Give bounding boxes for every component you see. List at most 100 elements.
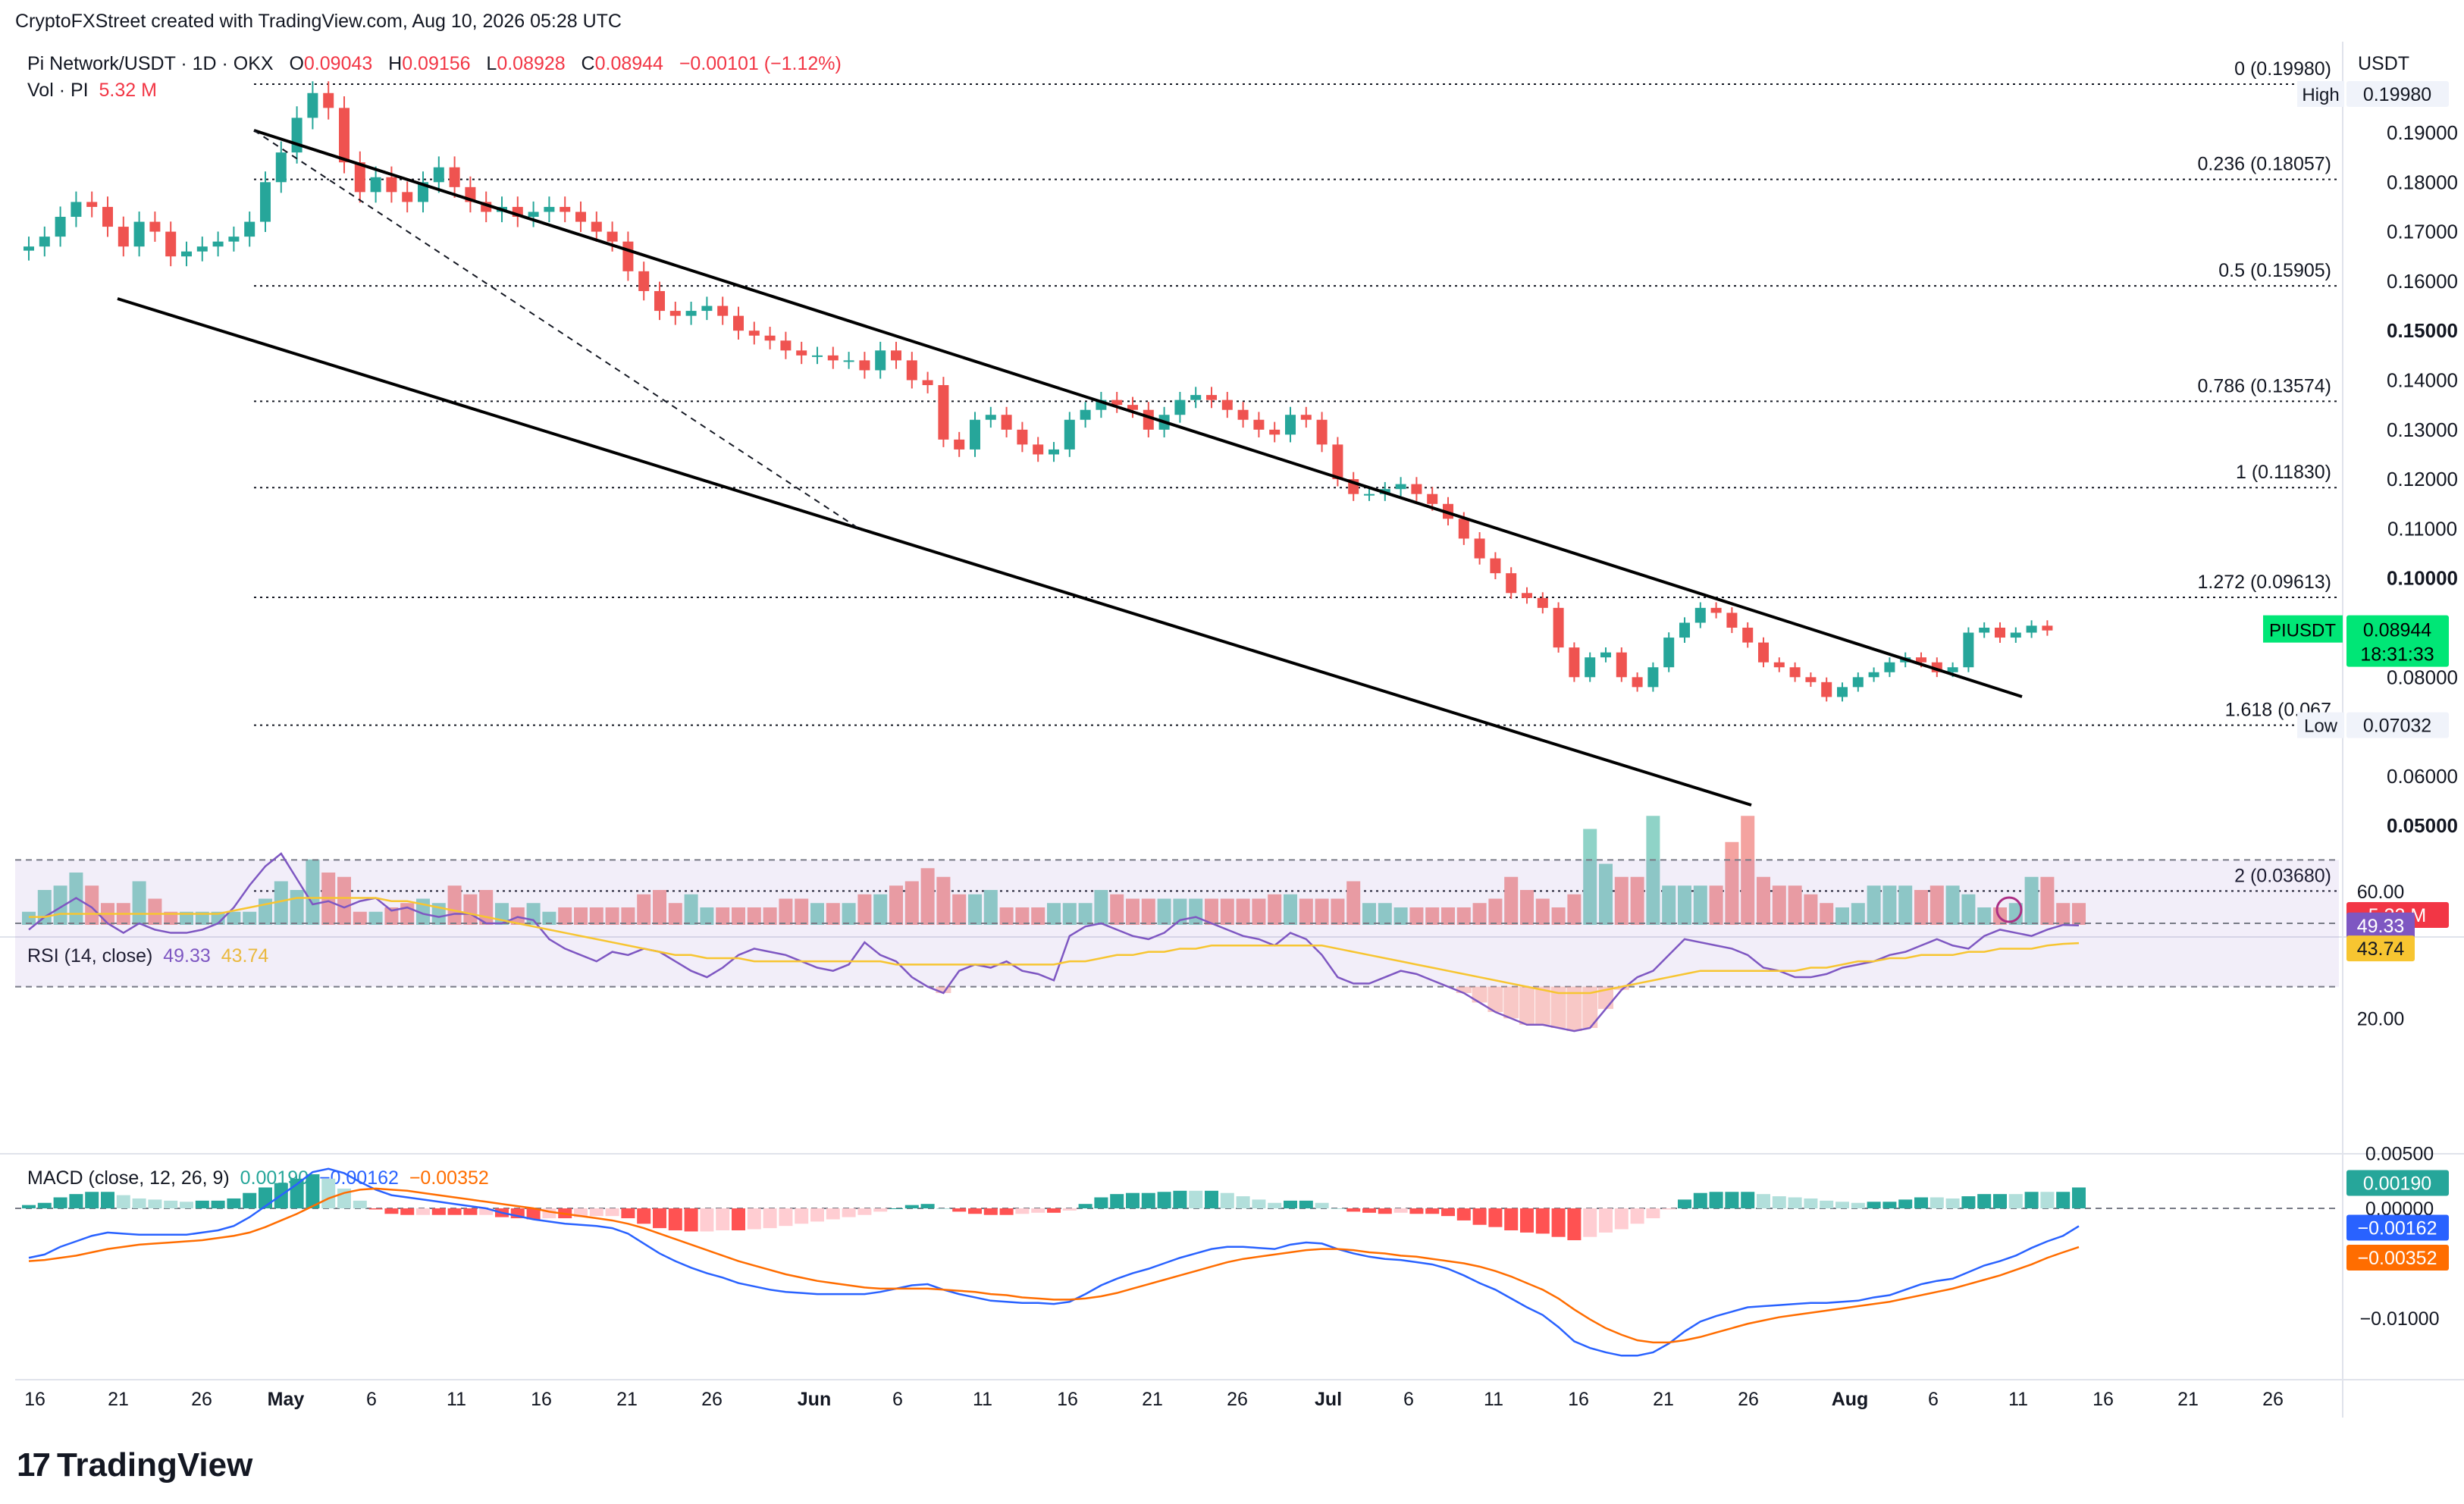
- currency-label[interactable]: USDT: [2358, 53, 2410, 74]
- candle-body: [1868, 672, 1879, 678]
- open-label: O: [289, 53, 304, 74]
- volume-bar: [1110, 894, 1124, 925]
- rsi-legend: RSI (14, close) 49.33 43.74: [27, 945, 268, 967]
- volume-bar: [1220, 898, 1234, 925]
- macd-histogram-bar: [826, 1208, 840, 1220]
- macd-histogram-bar: [353, 1200, 367, 1208]
- rsi-title[interactable]: RSI (14, close): [27, 945, 153, 967]
- rsi-ma-value: 43.74: [221, 945, 269, 967]
- macd-histogram-bar: [53, 1197, 67, 1208]
- rsi-tick-label: 60.00: [2357, 882, 2405, 903]
- macd-histogram-bar: [1535, 1208, 1550, 1234]
- candle-body: [906, 360, 917, 381]
- rsi-value: 49.33: [163, 945, 211, 967]
- time-tick-label: 21: [2177, 1389, 2199, 1410]
- macd-histogram-bar: [605, 1208, 619, 1217]
- macd-histogram-bar: [22, 1205, 36, 1208]
- macd-histogram-bar: [148, 1199, 162, 1208]
- candle-body: [1049, 449, 1059, 455]
- price-tick-label: 0.08000: [2387, 666, 2458, 688]
- tradingview-brand: 17 TradingView: [17, 1446, 252, 1484]
- candle-body: [433, 167, 444, 183]
- macd-histogram-bar: [1646, 1208, 1660, 1219]
- candle-body: [181, 251, 192, 257]
- price-chart[interactable]: 0.19000 0.18000 0.17000 0.16000 0.15000 0.140…: [0, 0, 2464, 1440]
- macd-histogram-bar: [1882, 1202, 1897, 1208]
- candle-body: [39, 237, 50, 247]
- candle-body: [118, 227, 129, 247]
- volume-bar: [1835, 907, 1849, 925]
- low-tag-bg: [2346, 712, 2449, 738]
- macd-histogram-bar: [195, 1200, 209, 1208]
- candle-body: [1569, 647, 1580, 678]
- volume-bar: [1331, 898, 1345, 925]
- macd-histogram-bar: [1236, 1196, 1250, 1208]
- candle-body: [1221, 400, 1233, 410]
- volume-bar: [968, 894, 982, 925]
- volume-bar: [148, 898, 162, 925]
- time-tick-label: 16: [24, 1389, 45, 1410]
- volume-bar: [337, 876, 351, 925]
- countdown-value: 18:31:33: [2360, 644, 2434, 666]
- macd-histogram-bar: [2072, 1187, 2086, 1208]
- volume-bar: [306, 859, 320, 925]
- candle-body: [575, 212, 586, 222]
- candle-body: [875, 350, 886, 371]
- volume-bar: [1898, 885, 1913, 925]
- volume-bar: [1015, 907, 1030, 925]
- candle-body: [1364, 494, 1375, 496]
- candle-body: [1001, 415, 1012, 430]
- candle-body: [1553, 607, 1564, 648]
- volume-bar: [1961, 894, 1976, 925]
- macd-signal-line: [28, 1187, 2080, 1344]
- candle-body: [669, 311, 681, 316]
- time-tick-label: 26: [1227, 1389, 1248, 1410]
- candle-body: [622, 241, 634, 271]
- macd-tag-bg: [2346, 1245, 2449, 1271]
- candle-body: [938, 385, 949, 440]
- volume-bar: [1456, 907, 1471, 925]
- macd-histogram-bar: [1252, 1199, 1266, 1208]
- candle-body: [1710, 607, 1722, 613]
- macd-histogram-bar: [463, 1208, 478, 1215]
- macd-title[interactable]: MACD (close, 12, 26, 9): [27, 1167, 230, 1189]
- time-tick-label: May: [268, 1389, 305, 1410]
- candle-body: [2042, 625, 2053, 631]
- change-value: −0.00101 (−1.12%): [679, 53, 842, 74]
- macd-histogram-bar: [1268, 1202, 1282, 1208]
- macd-histogram-bar: [1331, 1208, 1345, 1209]
- price-tick-label: 0.06000: [2387, 765, 2458, 788]
- macd-histogram-bar: [684, 1208, 698, 1232]
- candle-body: [212, 241, 224, 247]
- macd-histogram-bar: [1678, 1199, 1691, 1208]
- candle-body: [843, 360, 854, 362]
- time-tick-label: 11: [2008, 1389, 2028, 1410]
- time-tick-label: 21: [616, 1389, 638, 1410]
- symbol-title[interactable]: Pi Network/USDT · 1D · OKX: [27, 53, 274, 74]
- volume-bar: [716, 907, 730, 925]
- candle-body: [1758, 642, 1769, 663]
- time-tick-label: 26: [1738, 1389, 1759, 1410]
- macd-histogram-bar: [1599, 1208, 1613, 1233]
- macd-histogram-bar: [1094, 1197, 1108, 1208]
- macd-histogram-bar: [1189, 1190, 1203, 1208]
- candle-body: [244, 221, 255, 237]
- macd-histogram-bar: [621, 1208, 635, 1219]
- volume-bar: [1378, 903, 1392, 925]
- time-tick-label: Jul: [1315, 1389, 1342, 1410]
- candle-body: [1742, 628, 1754, 643]
- volume-bar: [2024, 876, 2039, 925]
- volume-label[interactable]: Vol · PI: [27, 80, 89, 101]
- macd-histogram-bar: [968, 1208, 982, 1214]
- candle-body: [402, 192, 413, 202]
- volume-bar: [1757, 876, 1770, 925]
- volume-bar: [1725, 841, 1739, 925]
- candle-body: [591, 221, 602, 232]
- volume-bar: [826, 903, 840, 925]
- macd-histogram-bar: [384, 1208, 399, 1214]
- macd-histogram-bar: [431, 1208, 446, 1215]
- time-tick-label: 16: [1568, 1389, 1589, 1410]
- candle-body: [275, 152, 287, 183]
- macd-histogram-bar: [1977, 1194, 1992, 1208]
- macd-histogram-bar: [1157, 1192, 1171, 1208]
